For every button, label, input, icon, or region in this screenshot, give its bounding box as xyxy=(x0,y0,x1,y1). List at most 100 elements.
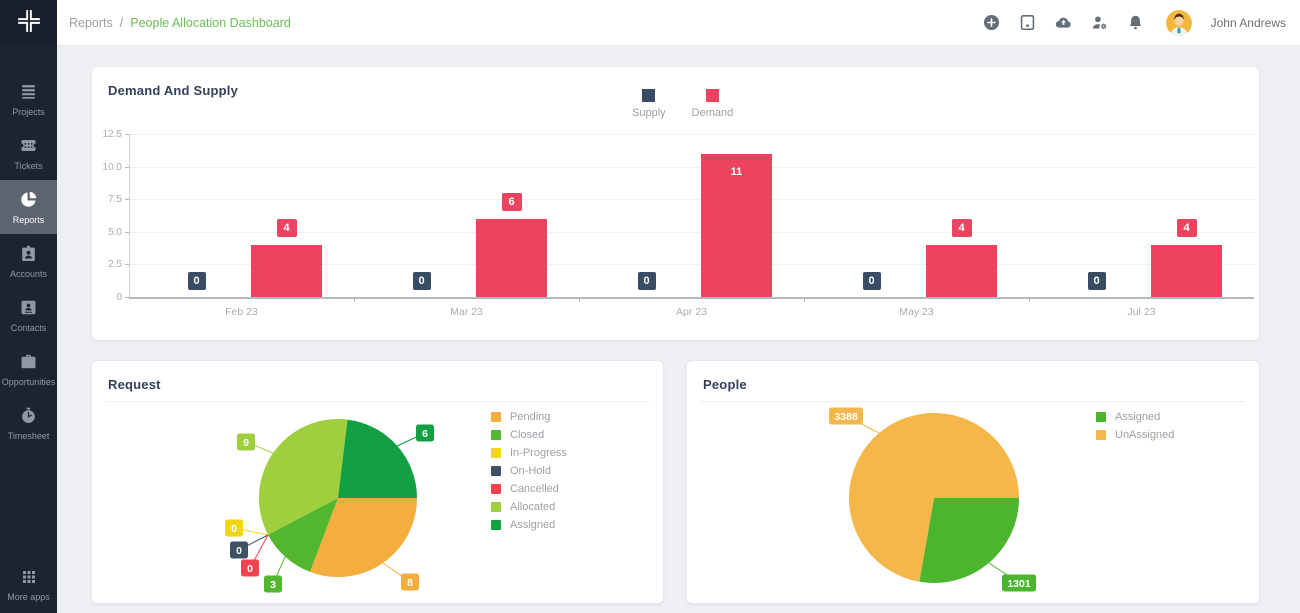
gridline xyxy=(129,231,1254,233)
user-avatar[interactable] xyxy=(1165,9,1192,36)
legend-swatch xyxy=(491,448,501,458)
legend-swatch xyxy=(491,484,501,494)
demand-supply-title: Demand And Supply xyxy=(108,83,239,98)
device-icon[interactable] xyxy=(1018,13,1037,32)
sidebar-item-contacts[interactable]: Contacts xyxy=(0,288,57,342)
notifications-icon[interactable] xyxy=(1126,13,1145,32)
pie-value-box-assigned xyxy=(416,424,434,442)
gridline xyxy=(129,134,1254,135)
add-icon[interactable] xyxy=(982,13,1001,32)
legend-label: Allocated xyxy=(510,501,556,513)
legend-swatch xyxy=(642,89,656,102)
pie-slice-closed[interactable] xyxy=(268,498,338,572)
gridline xyxy=(129,166,1254,168)
gridline xyxy=(129,199,1254,201)
breadcrumb: Reports / People Allocation Dashboard xyxy=(69,16,291,30)
sidebar-item-tickets[interactable]: Tickets xyxy=(0,126,57,180)
legend-item-supply[interactable]: Supply xyxy=(632,89,666,119)
people-pie-chart: 1301 3388 xyxy=(829,407,1036,592)
legend-item-allocated[interactable]: Allocated xyxy=(491,501,567,513)
bar-value-label-supply: 0 xyxy=(412,272,431,290)
bar-demand[interactable] xyxy=(476,218,547,297)
legend-item-in-progress[interactable]: In-Progress xyxy=(491,447,567,459)
pie-slice-pending[interactable] xyxy=(310,498,417,578)
people-title: People xyxy=(703,377,747,392)
cloud-upload-icon[interactable] xyxy=(1054,13,1073,32)
divider xyxy=(106,401,649,402)
user-settings-icon[interactable] xyxy=(1090,13,1109,32)
stopwatch-icon xyxy=(19,406,38,427)
legend-item-cancelled[interactable]: Cancelled xyxy=(491,483,567,495)
x-axis-tick xyxy=(579,297,580,302)
bar-value-label-demand: 11 xyxy=(724,162,749,181)
y-axis-tick-label: 12.5 xyxy=(102,129,122,140)
breadcrumb-current: People Allocation Dashboard xyxy=(130,15,291,30)
request-title: Request xyxy=(108,377,161,392)
sidebar-item-timesheet[interactable]: Timesheet xyxy=(0,396,57,450)
sidebar: Projects Tickets Reports Accounts Contac… xyxy=(0,0,57,613)
bar-value-label-supply: 0 xyxy=(1087,272,1106,290)
y-axis-line xyxy=(129,134,130,297)
pie-slice-unassigned[interactable] xyxy=(849,412,1019,582)
legend-item-pending[interactable]: Pending xyxy=(491,411,567,423)
sidebar-item-opportunities[interactable]: Opportunities xyxy=(0,342,57,396)
bar-demand[interactable] xyxy=(926,244,997,297)
sidebar-item-reports[interactable]: Reports xyxy=(0,180,57,234)
x-axis-tick xyxy=(1029,297,1030,302)
legend-item-closed[interactable]: Closed xyxy=(491,429,567,441)
pie-slice-assigned[interactable] xyxy=(338,419,417,498)
pie-value-box-on-hold xyxy=(230,541,248,559)
legend-item-unassigned[interactable]: UnAssigned xyxy=(1096,429,1174,441)
pie-value-text: 0 xyxy=(247,563,253,575)
app-logo[interactable] xyxy=(0,0,57,46)
sidebar-item-accounts[interactable]: Accounts xyxy=(0,234,57,288)
legend-item-assigned[interactable]: Assigned xyxy=(1096,411,1174,423)
pie-value-box-cancelled xyxy=(241,559,259,577)
bar-value-label-demand: 4 xyxy=(1176,218,1197,237)
request-legend: Pending Closed In-Progress On-Hold Cancelled… xyxy=(491,411,567,531)
sidebar-item-projects[interactable]: Projects xyxy=(0,72,57,126)
pie-value-box-allocated xyxy=(237,433,255,451)
demand-supply-legend: Supply Demand xyxy=(632,89,733,119)
x-axis-category-label: Jul 23 xyxy=(1127,306,1156,318)
sidebar-item-label: Tickets xyxy=(14,160,43,171)
sidebar-item-more-apps[interactable]: More apps xyxy=(0,561,57,609)
legend-item-on-hold[interactable]: On-Hold xyxy=(491,465,567,477)
user-name[interactable]: John Andrews xyxy=(1210,15,1286,30)
legend-label: Assigned xyxy=(510,519,556,531)
legend-label: On-Hold xyxy=(510,465,551,477)
pie-value-text: 6 xyxy=(422,428,428,440)
pie-value-box-assigned xyxy=(1002,574,1036,592)
x-axis-tick xyxy=(804,297,805,302)
pie-slice-assigned[interactable] xyxy=(919,498,1019,583)
bar-demand[interactable] xyxy=(1151,244,1222,297)
contact-card-icon xyxy=(19,298,38,319)
bar-value-label-supply: 0 xyxy=(637,272,656,290)
legend-swatch xyxy=(491,466,501,476)
demand-supply-card: Demand And Supply Supply Demand 0 2.5 5.0 7.… xyxy=(91,66,1260,341)
briefcase-icon xyxy=(19,352,38,373)
x-axis-category-label: Feb 23 xyxy=(225,306,258,318)
list-icon xyxy=(19,82,38,103)
legend-item-demand[interactable]: Demand xyxy=(692,89,733,119)
y-axis-tick xyxy=(125,231,129,233)
y-axis-tick xyxy=(125,264,129,266)
x-axis-category-label: May 23 xyxy=(899,306,934,318)
breadcrumb-parent[interactable]: Reports xyxy=(69,15,113,30)
x-axis-category-label: Apr 23 xyxy=(676,306,707,318)
bar-demand[interactable] xyxy=(251,244,322,297)
more-apps-label: More apps xyxy=(7,592,50,602)
legend-label: Pending xyxy=(510,411,551,423)
bar-value-label-demand: 4 xyxy=(951,218,972,237)
pie-value-text: 3 xyxy=(270,579,276,591)
legend-label: Assigned xyxy=(1115,411,1161,423)
pie-slice-allocated[interactable] xyxy=(258,419,348,535)
pie-value-text: 8 xyxy=(407,577,413,589)
y-axis-tick xyxy=(125,134,129,135)
pie-value-text: 3388 xyxy=(834,411,858,423)
legend-item-assigned[interactable]: Assigned xyxy=(491,519,567,531)
y-axis-tick-label: 5.0 xyxy=(108,226,122,238)
legend-swatch xyxy=(491,502,501,512)
